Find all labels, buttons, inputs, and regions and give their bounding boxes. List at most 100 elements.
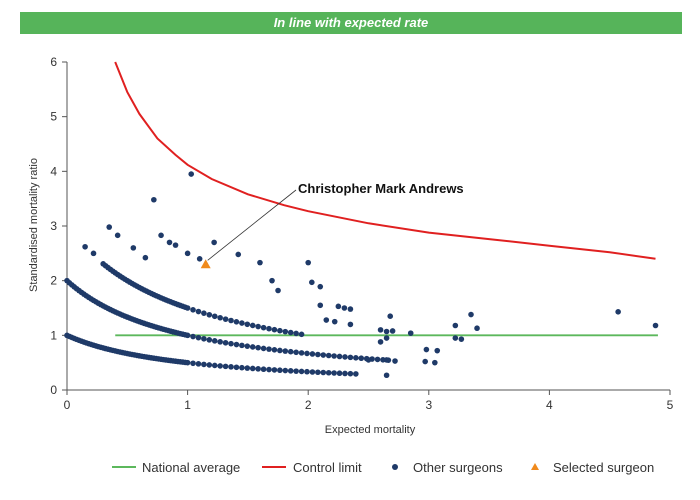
other-surgeon-point [287, 348, 294, 355]
other-surgeon-point [158, 232, 164, 239]
other-surgeon-point [377, 327, 384, 333]
other-surgeon-point [211, 313, 218, 320]
other-surgeon-point [239, 364, 245, 371]
other-surgeon-point [222, 316, 229, 322]
legend-other-surgeons-swatch [392, 464, 398, 470]
other-surgeon-point [353, 371, 359, 377]
legend-selected-surgeon-label: Selected surgeon [553, 460, 654, 475]
other-surgeon-point [244, 343, 251, 349]
other-surgeon-point [353, 354, 359, 361]
other-surgeon-point [331, 318, 338, 325]
x-tick-label: 5 [667, 398, 674, 412]
other-surgeon-point [452, 335, 459, 341]
other-surgeon-point [260, 345, 267, 352]
legend: National average Control limit Other sur… [112, 460, 654, 475]
other-surgeon-point [233, 319, 240, 325]
y-tick-label: 6 [50, 55, 57, 69]
other-surgeon-point [458, 336, 465, 342]
other-surgeon-point [392, 358, 398, 364]
other-surgeon-point [239, 342, 245, 349]
other-surgeon-point [201, 310, 207, 316]
other-surgeon-point [244, 321, 251, 328]
x-tick-label: 1 [184, 398, 191, 412]
other-surgeon-point [434, 347, 441, 354]
other-surgeon-point [266, 325, 272, 332]
other-surgeon-point [309, 369, 316, 375]
other-surgeon-point [325, 352, 332, 359]
other-surgeon-point [383, 328, 390, 335]
other-surgeon-point [266, 366, 272, 373]
other-surgeon-point [184, 359, 191, 366]
other-surgeon-point [282, 348, 289, 354]
y-tick-label: 5 [50, 110, 57, 124]
control-limit-line [114, 61, 656, 260]
other-surgeon-point [423, 346, 430, 353]
other-surgeon-point [257, 259, 263, 266]
y-tick-label: 1 [50, 328, 57, 342]
other-surgeon-point [151, 196, 157, 203]
other-surgeon-point [235, 251, 242, 258]
other-surgeon-point [82, 243, 88, 250]
other-surgeon-point [407, 330, 414, 336]
other-surgeon-point [166, 239, 173, 246]
x-tick-label: 4 [546, 398, 553, 412]
x-tick-label: 2 [305, 398, 312, 412]
other-surgeon-point [255, 366, 261, 372]
other-surgeon-point [260, 366, 267, 373]
other-surgeon-point [432, 359, 438, 366]
other-surgeon-point [652, 322, 659, 329]
other-surgeon-point [336, 353, 343, 360]
y-tick-label: 4 [50, 164, 57, 178]
annotation-leader-line [207, 189, 297, 261]
other-surgeon-point [260, 324, 267, 331]
other-surgeon-point [195, 361, 202, 367]
x-axis-label: Expected mortality [325, 424, 416, 436]
other-surgeon-point [336, 370, 343, 377]
y-tick-label: 3 [50, 219, 57, 233]
other-surgeon-point [347, 354, 354, 361]
other-surgeon-point [244, 365, 251, 371]
other-surgeon-point [323, 317, 330, 323]
other-surgeon-point [374, 356, 381, 363]
other-surgeon-point [217, 314, 223, 321]
other-surgeon-point [315, 351, 321, 358]
other-surgeon-point [309, 351, 316, 357]
other-surgeon-point [277, 347, 283, 354]
other-surgeon-point [615, 309, 621, 315]
x-tick-label: 0 [64, 398, 71, 412]
other-surgeon-point [389, 328, 396, 334]
other-surgeon-point [341, 305, 348, 311]
other-surgeon-point [184, 332, 191, 339]
other-surgeon-point [222, 363, 229, 370]
other-surgeon-point [217, 339, 223, 345]
other-surgeon-point [474, 325, 480, 332]
other-surgeon-point [249, 344, 256, 350]
other-surgeon-point [320, 352, 327, 358]
other-surgeon-point [282, 328, 289, 335]
legend-other-surgeons-label: Other surgeons [413, 460, 503, 475]
other-surgeon-point [277, 327, 283, 334]
y-tick-label: 0 [50, 383, 57, 397]
other-surgeon-point [347, 370, 354, 377]
other-surgeon-point [298, 350, 305, 356]
other-surgeon-point [228, 317, 234, 324]
other-surgeon-point [277, 367, 283, 374]
other-surgeon-point [188, 171, 195, 177]
ticks: 0 1 2 3 4 5 0 1 2 3 4 5 6 [50, 55, 673, 412]
other-surgeon-point [217, 363, 223, 369]
other-surgeon-point [201, 361, 207, 368]
other-surgeon-point [331, 353, 337, 359]
other-surgeon-point [271, 367, 278, 373]
other-surgeon-point [196, 255, 203, 262]
other-surgeon-point [293, 330, 299, 337]
other-surgeon-point [271, 347, 278, 353]
banner-text: In line with expected rate [273, 15, 429, 30]
other-surgeon-point [293, 349, 299, 356]
other-surgeon-point [228, 340, 234, 347]
other-surgeon-point [317, 302, 324, 309]
other-surgeon-point [298, 368, 305, 375]
other-surgeon-point [249, 322, 256, 329]
other-surgeon-point [342, 354, 348, 360]
other-surgeon-point [211, 239, 217, 246]
